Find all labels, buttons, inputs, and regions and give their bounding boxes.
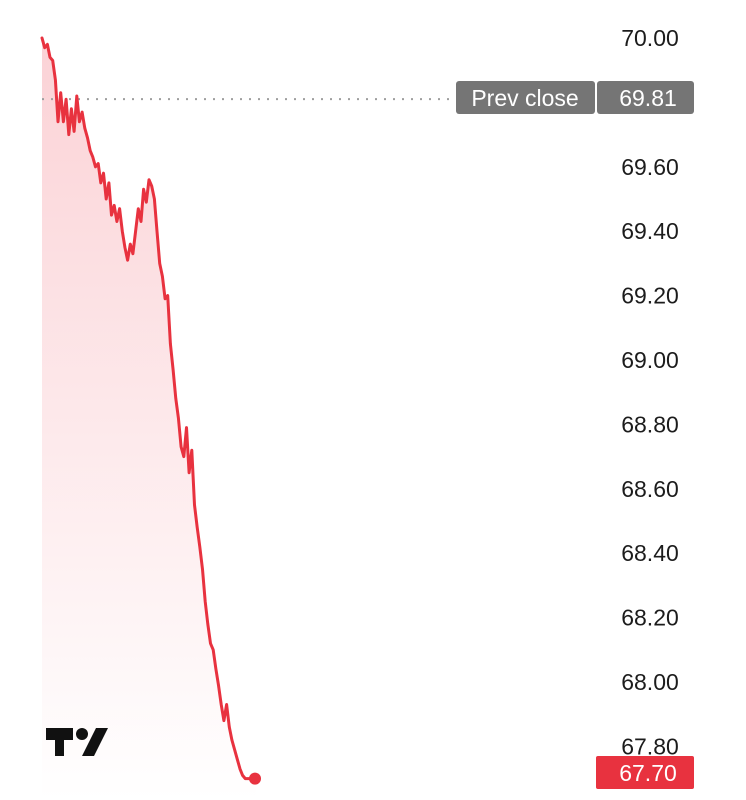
y-tick-label: 70.00 (621, 25, 679, 51)
y-tick-label: 68.20 (621, 605, 679, 631)
y-tick-label: 69.60 (621, 154, 679, 180)
tradingview-logo-icon (46, 728, 108, 756)
prev-close-value-box (597, 81, 694, 114)
prev-close-label-box (456, 81, 595, 114)
prev-close-value: 69.81 (619, 85, 677, 111)
last-price-badge: 67.70 (596, 756, 694, 789)
y-tick-label: 68.60 (621, 476, 679, 502)
y-axis: 70.00 69.60 69.40 69.20 69.00 68.80 68.60 68.40… (621, 25, 679, 759)
y-tick-label: 68.00 (621, 669, 679, 695)
y-tick-label: 68.40 (621, 540, 679, 566)
price-line (40, 36, 258, 781)
last-price-box (596, 756, 694, 789)
prev-close-badge: Prev close 69.81 (456, 81, 694, 114)
y-tick-label: 67.80 (621, 733, 679, 759)
prev-close-label: Prev close (471, 85, 578, 111)
last-price-label: 67.70 (619, 760, 677, 786)
y-tick-label: 69.40 (621, 218, 679, 244)
y-tick-label: 69.20 (621, 283, 679, 309)
price-area-fill (42, 38, 256, 800)
y-tick-label: 68.80 (621, 411, 679, 437)
y-tick-label: 69.00 (621, 347, 679, 373)
last-price-dot (249, 772, 261, 785)
